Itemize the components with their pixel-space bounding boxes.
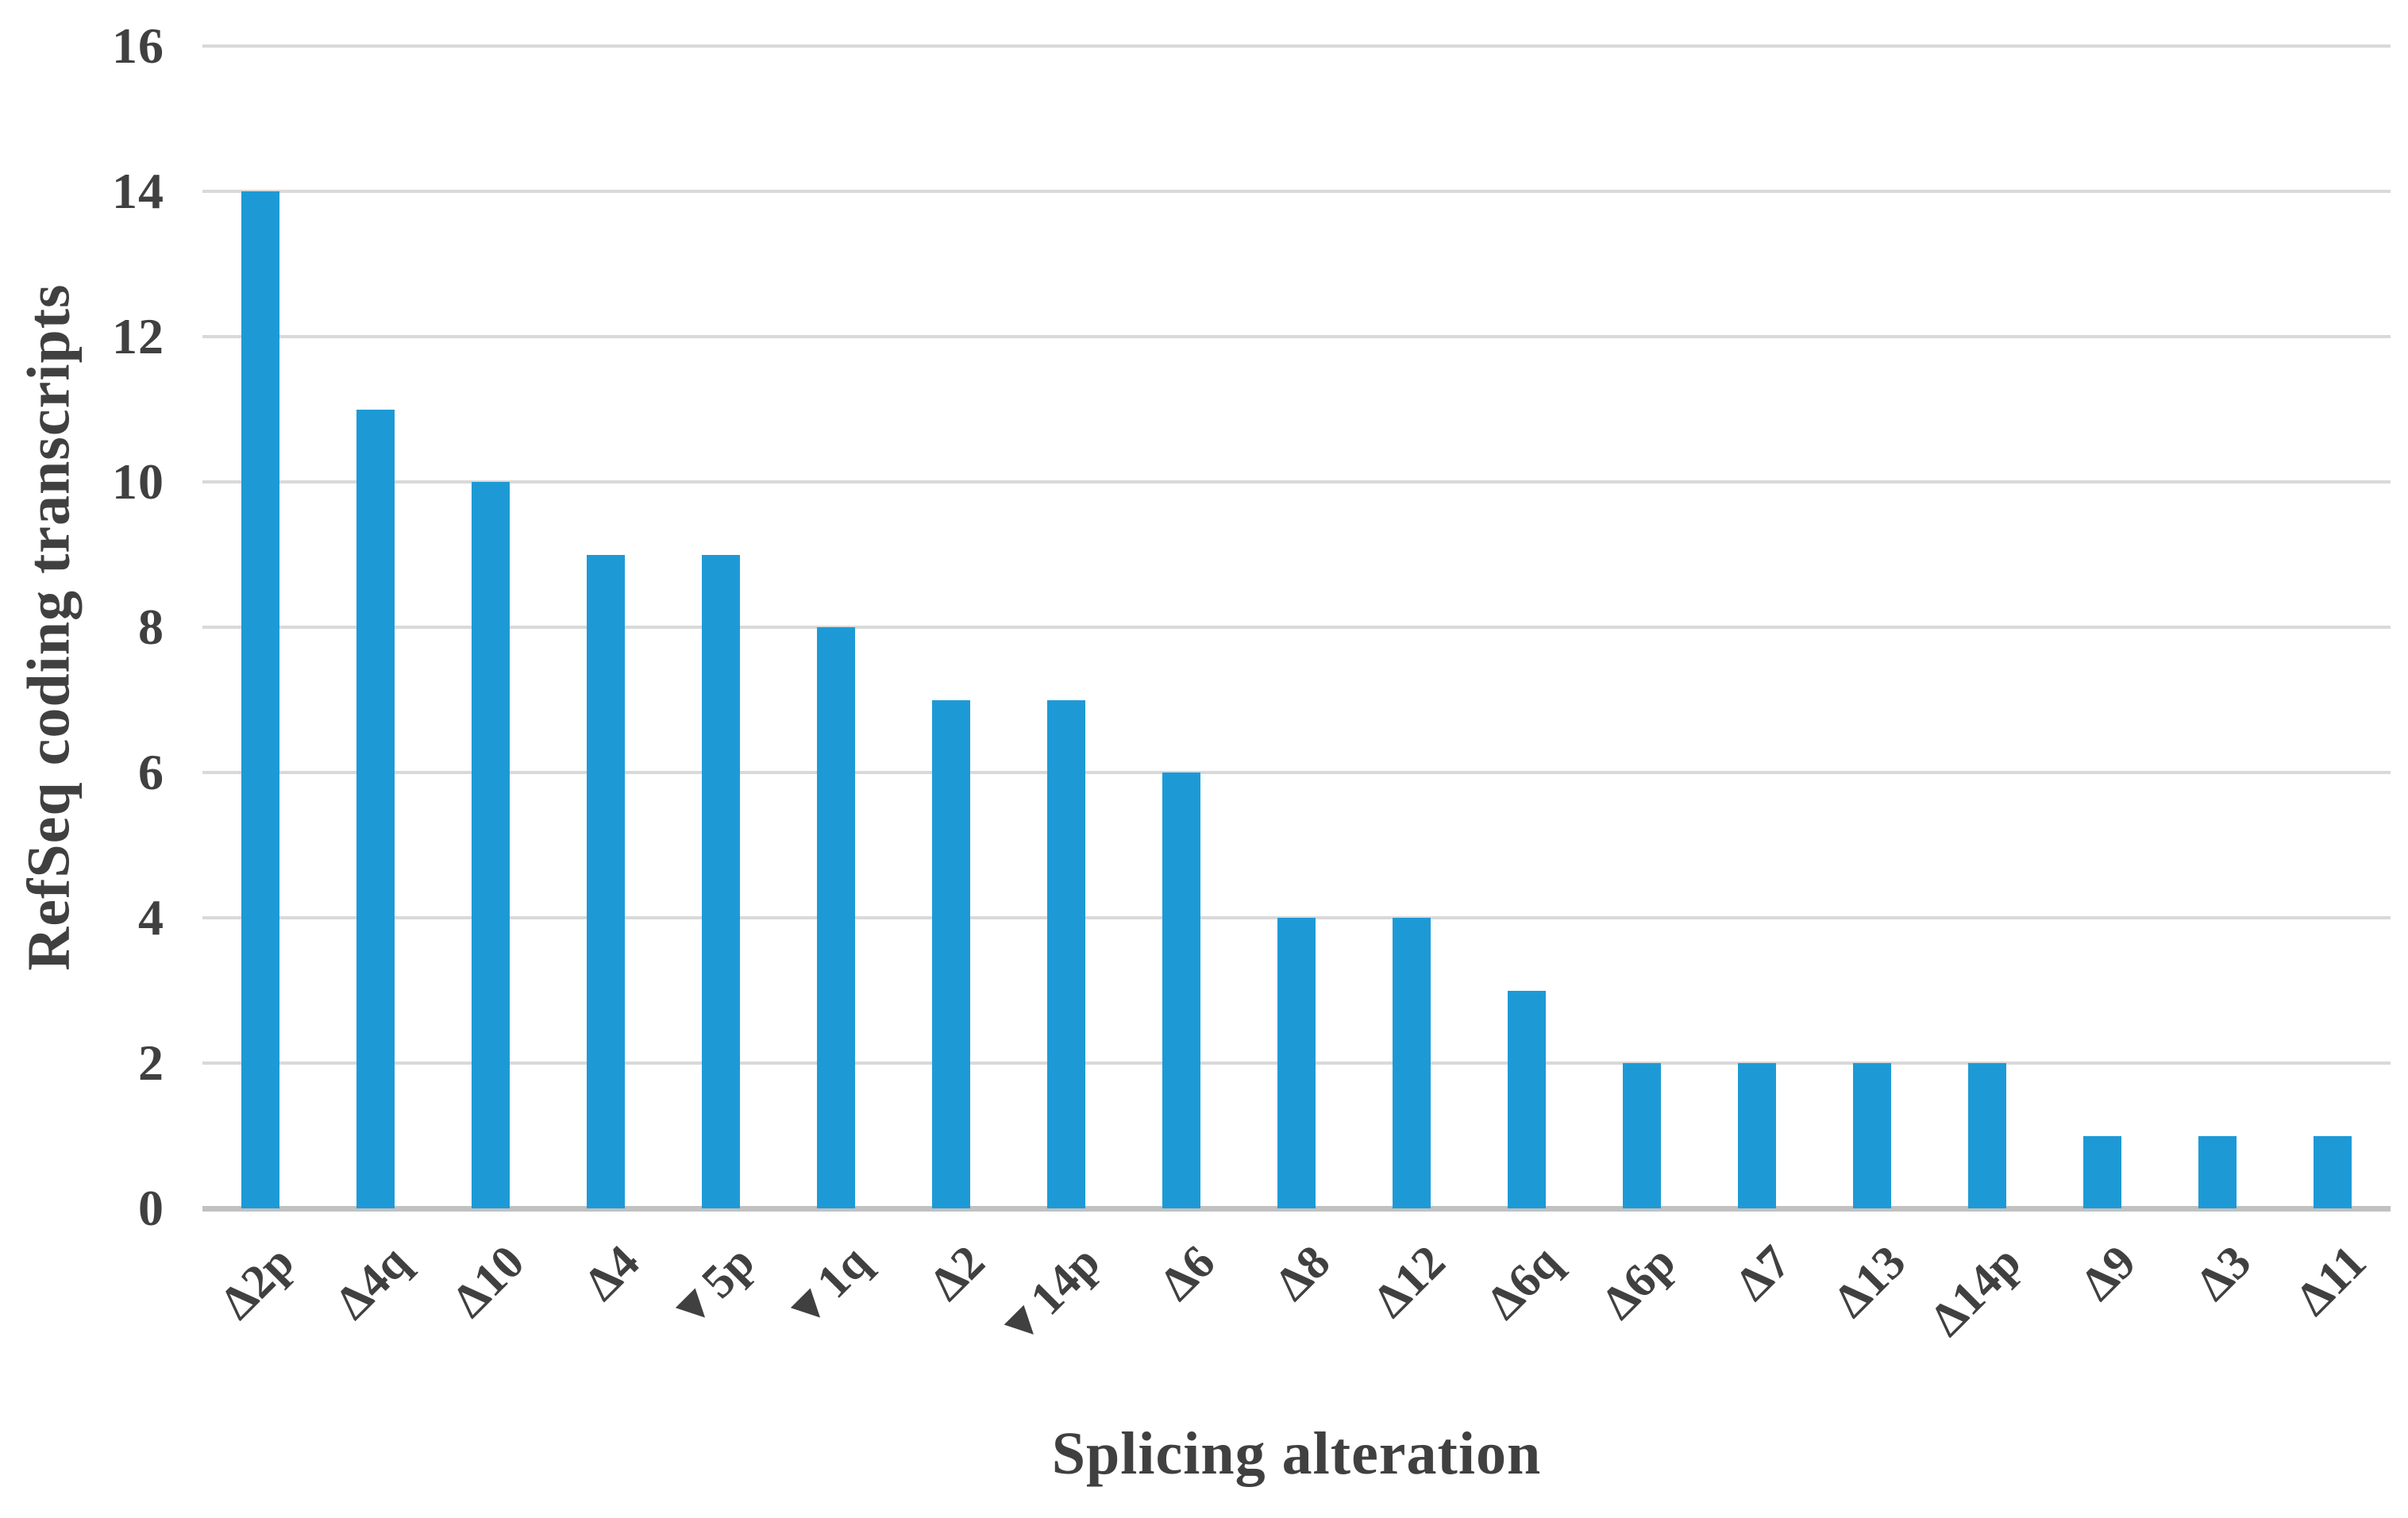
bar — [2198, 1135, 2237, 1208]
x-tick-label: ▼14p — [986, 1235, 1110, 1358]
x-tick-label: ▼5p — [657, 1235, 765, 1342]
bar — [1508, 990, 1547, 1208]
bar — [2083, 1135, 2122, 1208]
bar — [1623, 1063, 1662, 1208]
y-tick-label: 16 — [112, 17, 164, 74]
x-tick-label: Δ4 — [573, 1235, 649, 1311]
x-tick-label: Δ11 — [2286, 1235, 2377, 1326]
x-tick-label: Δ2p — [209, 1235, 304, 1329]
bar — [1853, 1063, 1892, 1208]
x-tick-label: ▼1q — [772, 1235, 880, 1342]
x-tick-label: Δ12 — [1362, 1235, 1455, 1327]
bar — [1046, 699, 1085, 1208]
x-tick-label: Δ9 — [2071, 1235, 2146, 1311]
y-tick-label: 12 — [112, 308, 164, 364]
bar — [471, 482, 510, 1208]
x-tick-label: Δ6p — [1591, 1235, 1686, 1329]
bar — [1968, 1063, 2007, 1208]
x-tick-label: Δ6 — [1149, 1235, 1225, 1311]
bar — [241, 191, 279, 1208]
y-tick-label: 10 — [112, 453, 164, 510]
x-tick-label: Δ8 — [1265, 1235, 1340, 1311]
x-tick-label: Δ3 — [2186, 1235, 2261, 1311]
bar — [586, 554, 625, 1208]
bar — [1393, 918, 1431, 1208]
bar — [816, 627, 855, 1208]
y-tick-label: 14 — [112, 163, 164, 219]
x-tick-label: Δ6q — [1476, 1235, 1570, 1329]
x-tick-label: Δ14p — [1920, 1235, 2031, 1347]
bar — [356, 409, 395, 1208]
y-tick-label: 4 — [138, 889, 164, 946]
x-tick-label: Δ7 — [1725, 1235, 1801, 1311]
bar — [931, 699, 970, 1208]
gridline — [202, 190, 2391, 193]
gridline — [202, 626, 2391, 629]
x-tick-label: Δ13 — [1824, 1235, 1916, 1327]
x-axis-line — [202, 1206, 2391, 1212]
y-tick-label: 2 — [138, 1034, 164, 1091]
bar — [1738, 1063, 1777, 1208]
bar — [2314, 1135, 2352, 1208]
y-tick-label: 6 — [138, 744, 164, 800]
bar — [1162, 772, 1200, 1208]
x-tick-label: Δ4q — [325, 1235, 419, 1329]
y-tick-label: 8 — [138, 599, 164, 655]
gridline — [202, 335, 2391, 338]
gridline — [202, 480, 2391, 484]
x-tick-label: Δ10 — [441, 1235, 534, 1327]
y-tick-label: 0 — [138, 1180, 164, 1236]
gridline — [202, 44, 2391, 48]
bar — [701, 554, 740, 1208]
x-axis-title: Splicing alteration — [1051, 1420, 1542, 1487]
gridline — [202, 771, 2391, 774]
bar — [1277, 918, 1316, 1208]
x-tick-label: Δ2 — [919, 1235, 995, 1311]
